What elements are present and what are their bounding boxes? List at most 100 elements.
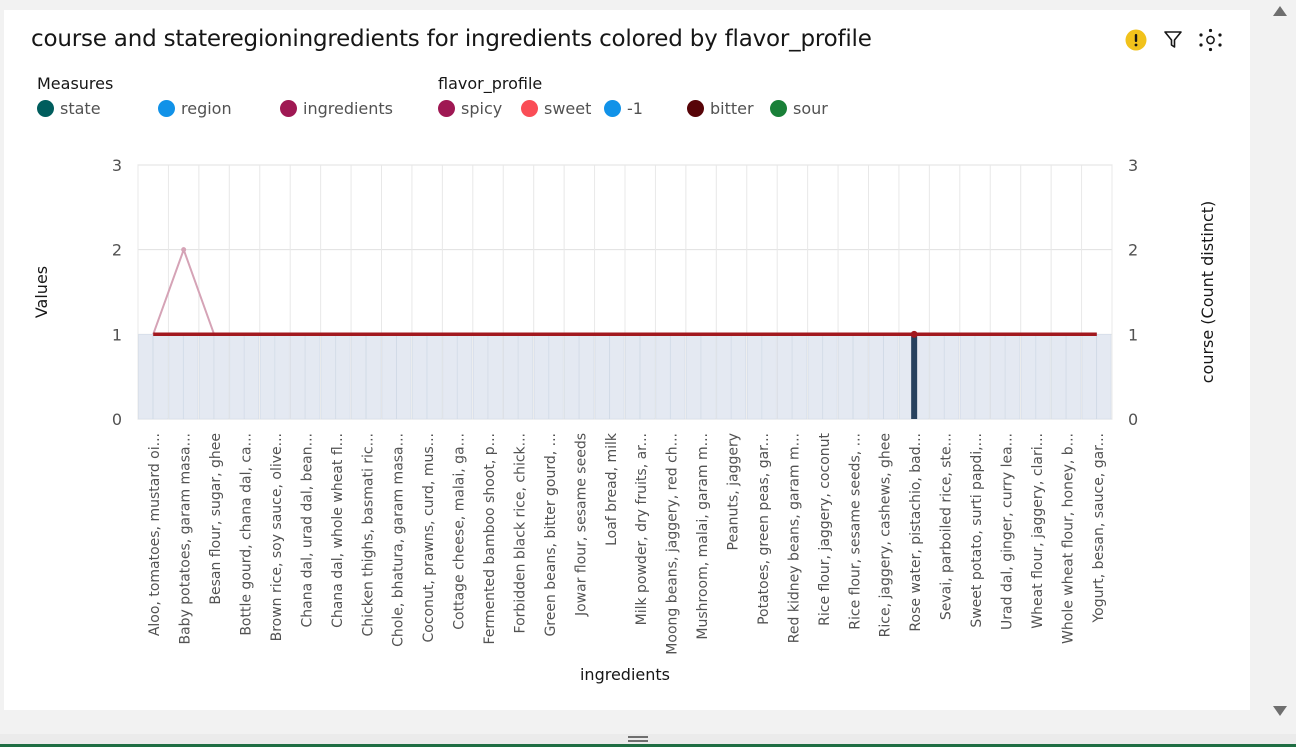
x-tick-label: Chole, bhatura, garam masa... (391, 433, 407, 647)
bar-state (990, 334, 1006, 420)
legend-item-region[interactable]: region (158, 99, 232, 118)
x-tick-label: Fermented bamboo shoot, p... (482, 433, 498, 644)
bar-state (929, 334, 945, 420)
legend-item-spicy[interactable]: spicy (438, 99, 502, 118)
bar-state (290, 334, 306, 420)
resize-grip-icon[interactable] (628, 736, 648, 742)
legend-item-bitter[interactable]: bitter (687, 99, 754, 118)
x-tick-label: Milk powder, dry fruits, ar... (634, 433, 650, 625)
x-tick-label: Yogurt, besan, sauce, gar... (1091, 433, 1107, 624)
y2-tick-label: 3 (1128, 156, 1138, 175)
settings-icon[interactable] (1198, 28, 1223, 52)
legend-item-ingredients[interactable]: ingredients (280, 99, 393, 118)
bar-region (396, 334, 412, 420)
bar-region (579, 334, 594, 420)
legend-item-minus1[interactable]: -1 (604, 99, 643, 118)
bar-state (807, 334, 823, 420)
bar-region (700, 334, 716, 420)
legend-item-state[interactable]: state (37, 99, 101, 118)
x-tick-label: Chana dal, whole wheat fl... (330, 433, 346, 628)
x-tick-label: Bottle gourd, chana dal, ca... (239, 433, 255, 636)
bar-state (260, 334, 275, 420)
legend-dot-region (158, 100, 175, 117)
bar-region (426, 334, 442, 420)
bar-region (335, 334, 351, 420)
bar-region (457, 334, 473, 420)
x-tick-label: Rice, jaggery, cashews, ghee (878, 433, 894, 637)
legend-dot-minus1 (604, 100, 621, 117)
bar-state (503, 334, 519, 420)
scroll-down-arrow-icon[interactable] (1273, 706, 1287, 716)
x-tick-label: Rice flour, sesame seeds, ... (847, 433, 863, 630)
warning-icon[interactable] (1125, 29, 1147, 51)
x-tick-label: Urad dal, ginger, curry lea... (999, 433, 1015, 630)
resize-bar[interactable] (0, 734, 1296, 747)
legend-label: region (181, 99, 232, 118)
x-tick-label: Green beans, bitter gourd, ... (543, 433, 559, 637)
bar-region (213, 334, 229, 420)
legend-label: ingredients (303, 99, 394, 118)
y2-tick-label: 0 (1128, 410, 1138, 429)
x-tick-label: Whole wheat flour, honey, b... (1060, 433, 1076, 644)
bar-region (853, 334, 868, 420)
bar-state (412, 334, 427, 420)
y-tick-label: 2 (112, 241, 122, 260)
x-tick-label: Coconut, prawns, curd, mus... (421, 433, 437, 643)
legend-flavor-heading: flavor_profile (438, 74, 543, 93)
legend-dot-ingredients (280, 100, 297, 117)
bar-region (183, 334, 199, 420)
x-tick-label: Cottage cheese, malai, ga... (452, 433, 468, 630)
bar-state (320, 334, 336, 420)
x-tick-label: Wheat flour, jaggery, clari... (1030, 433, 1046, 629)
bar-state (777, 334, 793, 420)
bar-state (229, 334, 245, 420)
bar-region (670, 334, 686, 420)
legend-dot-state (37, 100, 54, 117)
bar-region (731, 334, 746, 420)
bar-region (792, 334, 807, 420)
scroll-up-arrow-icon[interactable] (1273, 6, 1287, 16)
legend-dot-bitter (687, 100, 704, 117)
x-tick-label: Forbidden black rice, chick... (512, 433, 528, 633)
bar-state (625, 334, 640, 420)
x-tick-label: Rice flour, jaggery, coconut (817, 433, 833, 626)
legend-item-sour[interactable]: sour (770, 99, 828, 118)
y-tick-label: 0 (112, 410, 122, 429)
chart-title: course and stateregioningredients for in… (31, 26, 872, 52)
bar-region (274, 334, 290, 420)
point-ingredients (181, 247, 187, 253)
x-tick-label: Sweet potato, surti papdi,... (969, 433, 985, 628)
legend-dot-spicy (438, 100, 455, 117)
legend-dot-sour (770, 100, 787, 117)
legend-label: state (60, 99, 101, 118)
bar-state (868, 334, 884, 420)
x-tick-label: Baby potatoes, garam masa... (178, 433, 194, 645)
bar-state (716, 334, 732, 420)
bar-state (533, 334, 549, 420)
bar-region (548, 334, 564, 420)
y2-tick-label: 1 (1128, 325, 1138, 344)
bar-region (1096, 334, 1112, 420)
bar-state (1020, 334, 1036, 420)
bar-highlight (911, 334, 918, 419)
bar-region (518, 334, 533, 420)
x-tick-label: Mushroom, malai, garam m... (695, 433, 711, 640)
bar-region (883, 334, 899, 420)
legend-label: -1 (627, 99, 643, 118)
bar-region (761, 334, 777, 420)
legend-label: bitter (710, 99, 754, 118)
bar-state (168, 334, 184, 420)
filter-icon[interactable] (1163, 30, 1183, 50)
legend-label: sweet (544, 99, 592, 118)
bar-state (594, 334, 610, 420)
x-tick-label: Red kidney beans, garam m... (786, 433, 802, 643)
y2-axis-title: course (Count distinct) (1198, 201, 1217, 384)
bar-state (686, 334, 701, 420)
legend-label: spicy (461, 99, 503, 118)
legend-item-sweet[interactable]: sweet (521, 99, 591, 118)
bar-region (1035, 334, 1051, 420)
x-tick-label: Chana dal, urad dal, bean... (299, 433, 315, 628)
bar-region (822, 334, 838, 420)
vertical-scrollbar[interactable] (1267, 0, 1296, 734)
